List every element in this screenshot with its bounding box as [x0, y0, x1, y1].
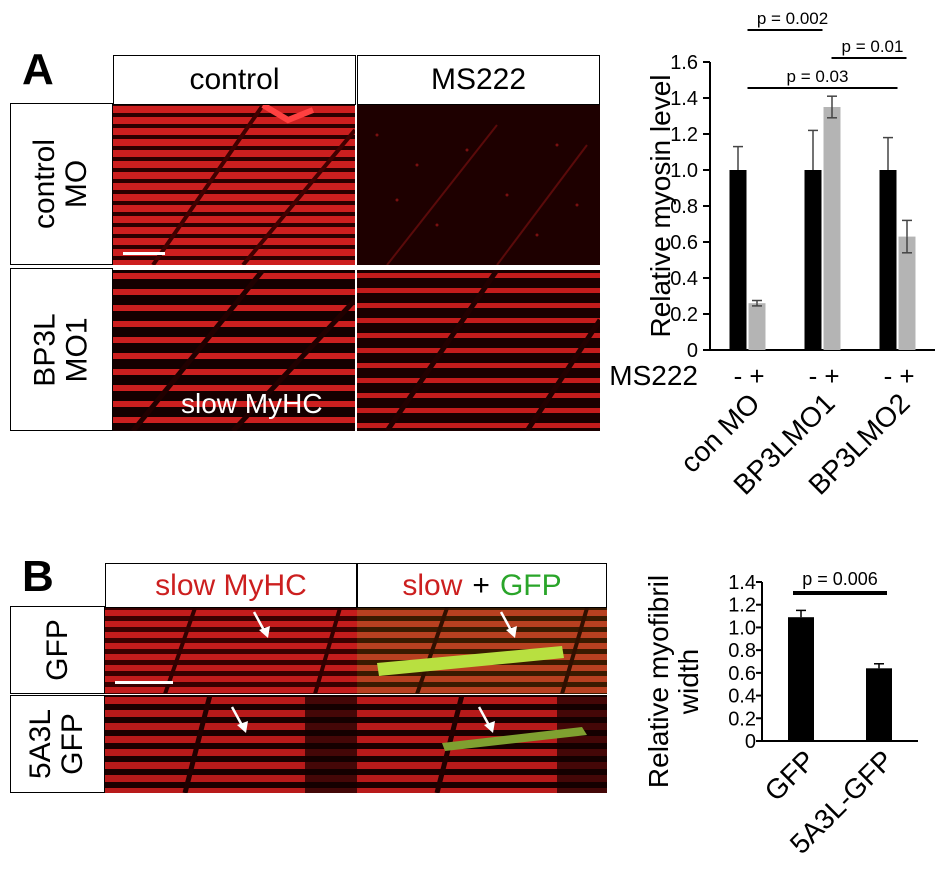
- micrograph-gfp-merge: [357, 608, 607, 694]
- arrow-icon: [252, 611, 270, 638]
- y-tick-label: 1.4: [670, 88, 698, 110]
- significance-label: p = 0.006: [802, 569, 878, 589]
- row-label-gfp: GFP: [10, 606, 105, 694]
- col-header-gfp-text: GFP: [499, 568, 562, 602]
- scale-bar-b: [115, 681, 173, 684]
- y-tick-label: 0.4: [670, 268, 698, 290]
- y-axis-label: Relative myofibril: [643, 575, 674, 788]
- micrograph-5a3l-slow-myhc: [105, 695, 357, 793]
- y-tick-label: 1.0: [670, 160, 698, 182]
- row-label-5a3l-gfp: 5A3L GFP: [10, 695, 105, 793]
- y-tick-label: 0: [687, 340, 698, 362]
- bar-bp3lmo1-plus: [823, 107, 841, 350]
- bar-bp3lmo1-minus: [804, 170, 822, 350]
- col-header-ms222-text: MS222: [430, 63, 527, 96]
- row-label-bp3l-mo1: BP3L MO1: [10, 268, 113, 431]
- arrow-icon: [499, 611, 517, 638]
- micrograph-control-mo-control: [113, 105, 355, 265]
- bar-bp3lmo2-minus: [879, 170, 897, 350]
- treatment-sign: +: [749, 361, 764, 391]
- chart-relative-myofibril-width: 00.20.40.60.81.01.21.4 Relative myofibril…: [643, 569, 918, 860]
- bar-gfp: [788, 617, 814, 741]
- treatment-sign: -: [884, 361, 893, 391]
- col-header-slow-myhc-text: slow MyHC: [155, 568, 307, 602]
- row-label-control-mo-line2: MO: [60, 159, 94, 209]
- row-label-5a3l-gfp-line2: GFP: [56, 713, 90, 775]
- y-tick-label: 1.0: [728, 617, 756, 639]
- bar-bp3lmo2-plus: [898, 236, 916, 350]
- x-category-label: GFP: [759, 744, 822, 807]
- y-tick-label: 0.6: [670, 232, 698, 254]
- row-label-5a3l-gfp-line1: 5A3L: [24, 708, 58, 780]
- col-header-control: control: [113, 55, 356, 105]
- col-header-slow-myhc: slow MyHC: [105, 563, 357, 608]
- significance-label: p = 0.01: [842, 37, 904, 56]
- row-label-bp3l-mo1-line2: MO1: [60, 316, 94, 383]
- y-tick-label: 0.2: [728, 708, 756, 730]
- y-axis-label: width: [673, 649, 704, 715]
- y-tick-label: 0.2: [670, 304, 698, 326]
- micrograph-control-mo-ms222: [357, 105, 600, 265]
- micrograph-bp3l-mo1-control: slow MyHC: [113, 270, 355, 431]
- micrograph-bp3l-mo1-ms222: [357, 270, 600, 431]
- col-header-plus-text: +: [472, 568, 490, 602]
- treatment-sign: +: [824, 361, 839, 391]
- bar-5a3l-gfp: [866, 668, 892, 741]
- col-header-ms222: MS222: [357, 55, 600, 105]
- micrograph-gfp-slow-myhc: [105, 608, 357, 694]
- row-label-control-mo: control MO: [10, 103, 113, 265]
- bar-con-mo-plus: [748, 303, 766, 350]
- micrograph-5a3l-merge: [357, 695, 607, 793]
- treatment-label: MS222: [609, 360, 698, 391]
- row-label-bp3l-mo1-line1: BP3L: [28, 312, 62, 387]
- significance-label: p = 0.03: [787, 67, 849, 86]
- col-header-control-text: control: [189, 63, 280, 96]
- treatment-sign: -: [734, 361, 743, 391]
- scale-bar: [123, 252, 165, 255]
- y-tick-label: 0.6: [728, 663, 756, 685]
- bar-con-mo-minus: [729, 170, 747, 350]
- arrow-icon: [477, 706, 495, 733]
- slow-myhc-label: slow MyHC: [181, 388, 323, 419]
- y-tick-label: 1.2: [670, 124, 698, 146]
- row-label-gfp-line1: GFP: [40, 619, 74, 681]
- arrow-icon: [230, 706, 248, 733]
- y-tick-label: 0: [745, 731, 756, 753]
- y-tick-label: 1.6: [670, 52, 698, 74]
- y-tick-label: 0.8: [670, 196, 698, 218]
- row-label-control-mo-line1: control: [28, 138, 62, 230]
- col-header-slow-text: slow: [402, 568, 463, 602]
- significance-label: p = 0.002: [757, 9, 828, 28]
- y-tick-label: 0.8: [728, 640, 756, 662]
- treatment-sign: -: [809, 361, 818, 391]
- y-tick-label: 1.4: [728, 572, 756, 594]
- panel-a-letter: A: [22, 45, 54, 94]
- panel-b-letter: B: [22, 552, 54, 601]
- treatment-sign: +: [899, 361, 914, 391]
- col-header-slow-gfp: slow + GFP: [357, 563, 607, 608]
- y-axis-label: Relative myosin level: [645, 75, 676, 338]
- y-tick-label: 1.2: [728, 595, 756, 617]
- y-tick-label: 0.4: [728, 686, 756, 708]
